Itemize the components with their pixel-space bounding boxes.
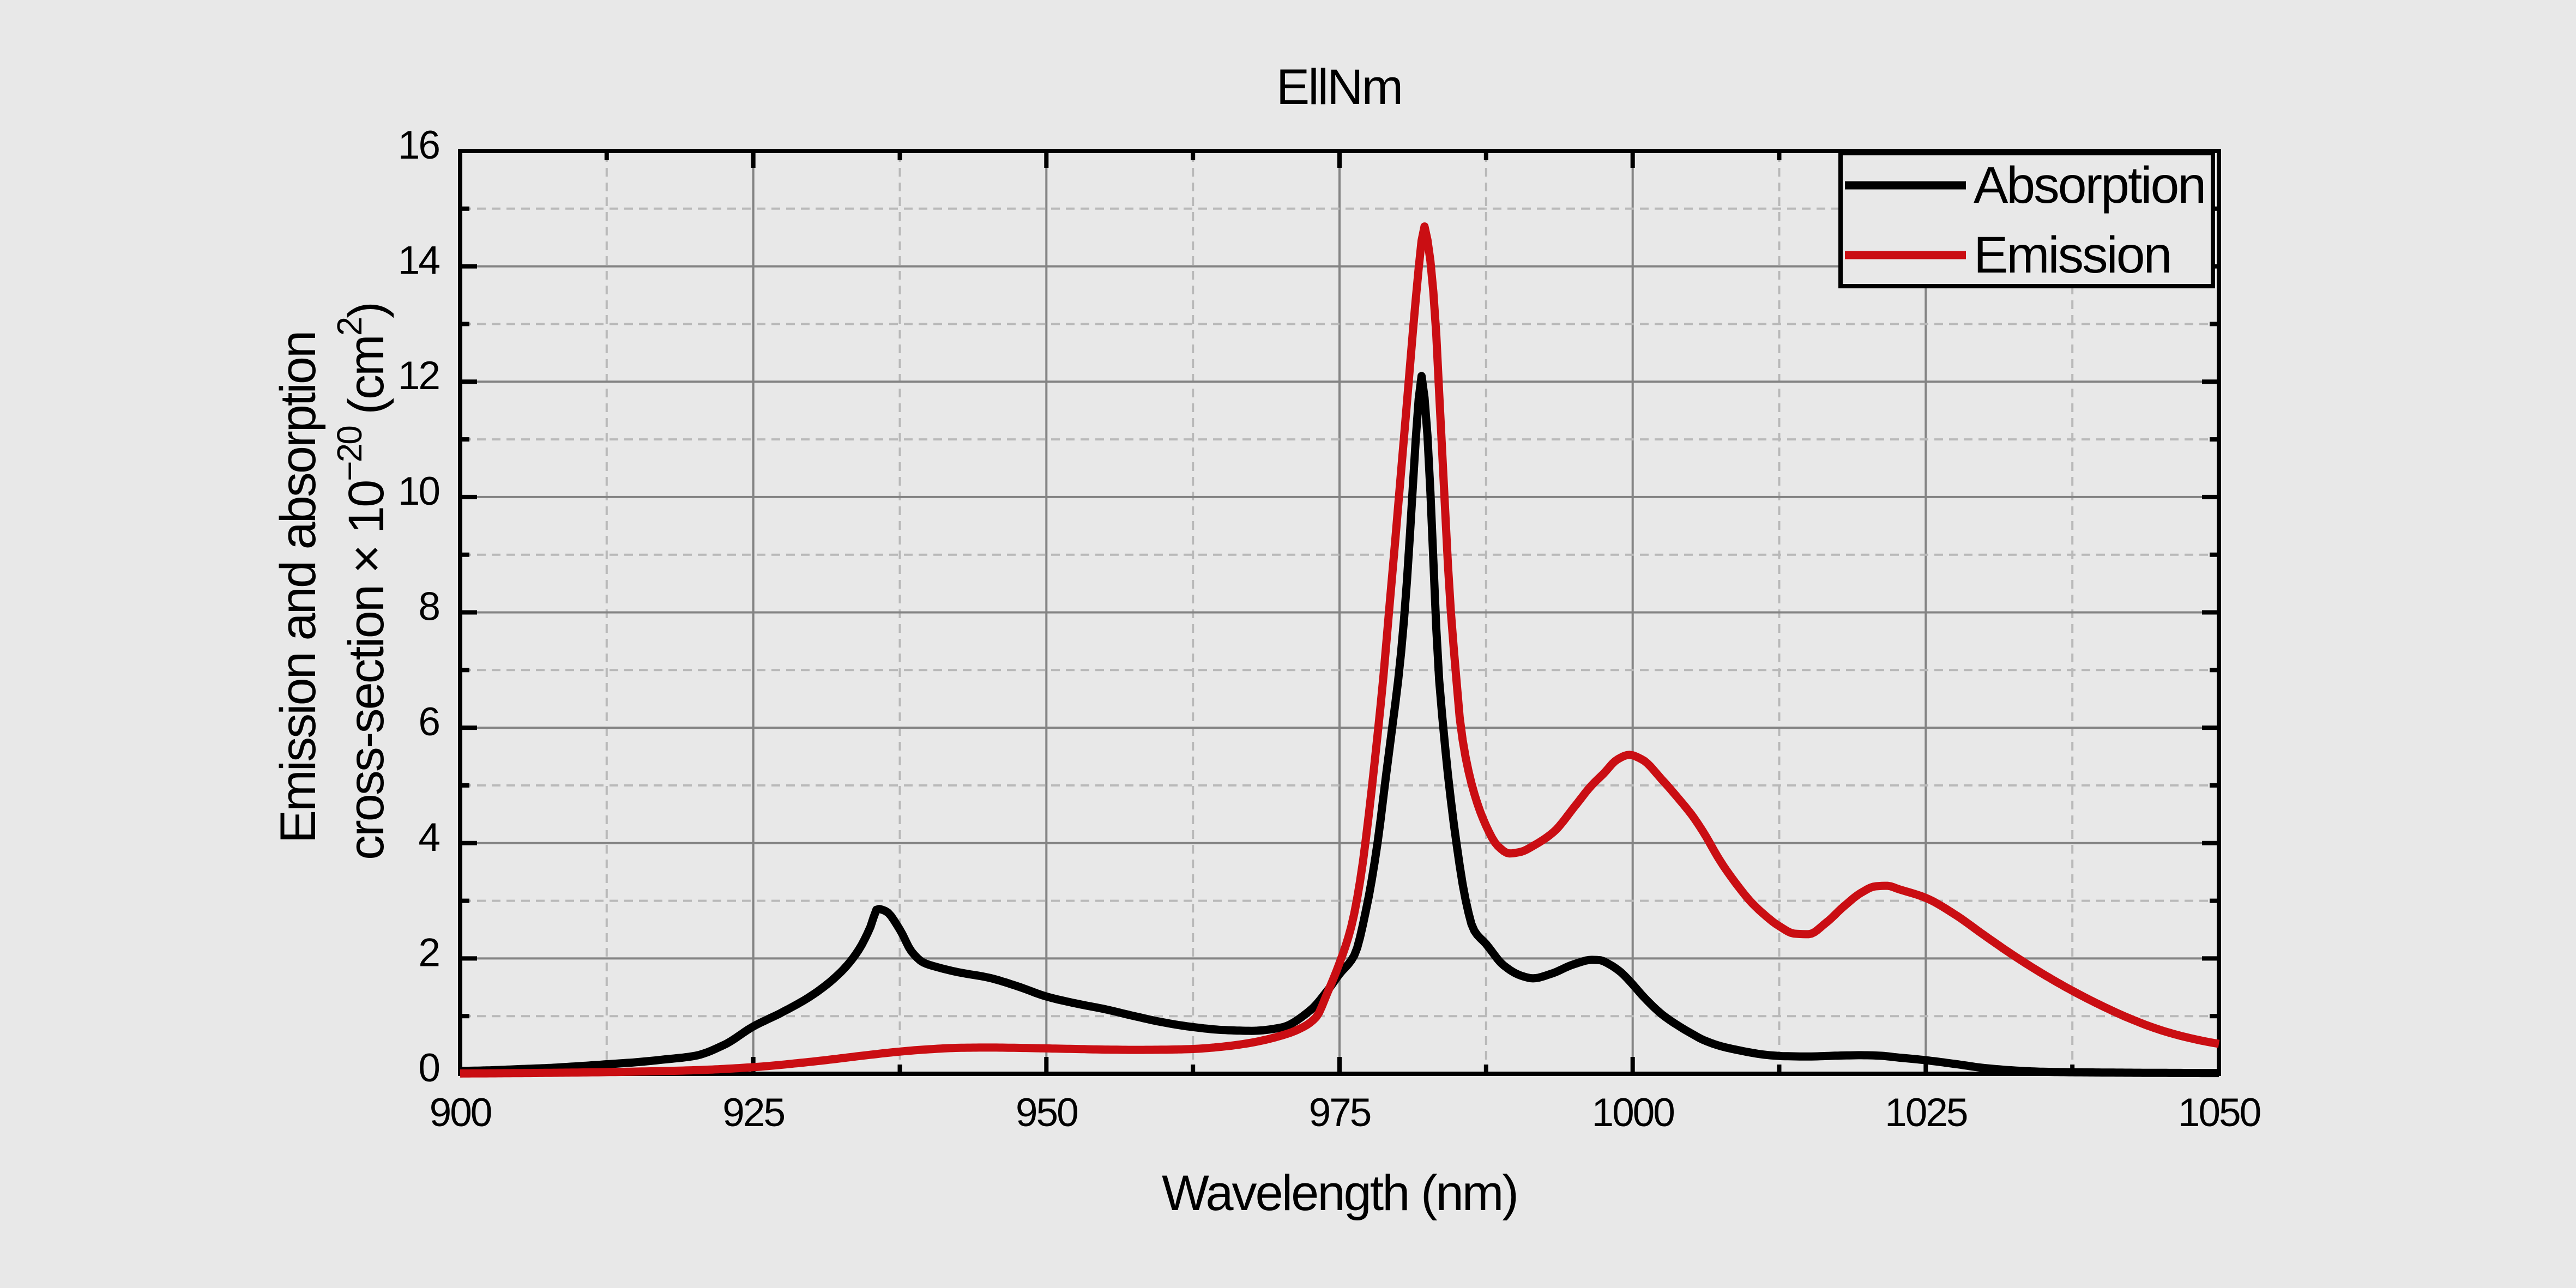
svg-text:Emission and absorption: Emission and absorption <box>270 332 326 843</box>
svg-text:EllNm: EllNm <box>1276 59 1402 115</box>
svg-text:950: 950 <box>1016 1091 1077 1135</box>
svg-text:Absorption: Absorption <box>1974 156 2205 214</box>
svg-text:cross-section × 10−20 (cm2): cross-section × 10−20 (cm2) <box>330 303 394 860</box>
svg-text:1050: 1050 <box>2178 1091 2260 1135</box>
svg-text:10: 10 <box>398 469 439 513</box>
svg-text:1000: 1000 <box>1591 1091 1674 1135</box>
svg-text:925: 925 <box>722 1091 784 1135</box>
svg-text:975: 975 <box>1309 1091 1371 1135</box>
svg-text:12: 12 <box>398 354 439 398</box>
svg-text:Emission: Emission <box>1974 226 2170 284</box>
svg-text:14: 14 <box>398 239 440 283</box>
svg-text:0: 0 <box>418 1046 439 1090</box>
svg-text:Wavelength (nm): Wavelength (nm) <box>1162 1165 1517 1221</box>
svg-text:900: 900 <box>430 1091 491 1135</box>
svg-text:16: 16 <box>398 123 439 167</box>
svg-text:4: 4 <box>418 815 439 860</box>
svg-text:2: 2 <box>418 930 439 975</box>
svg-text:6: 6 <box>418 700 439 744</box>
svg-text:8: 8 <box>418 585 439 629</box>
svg-text:1025: 1025 <box>1885 1091 1967 1135</box>
